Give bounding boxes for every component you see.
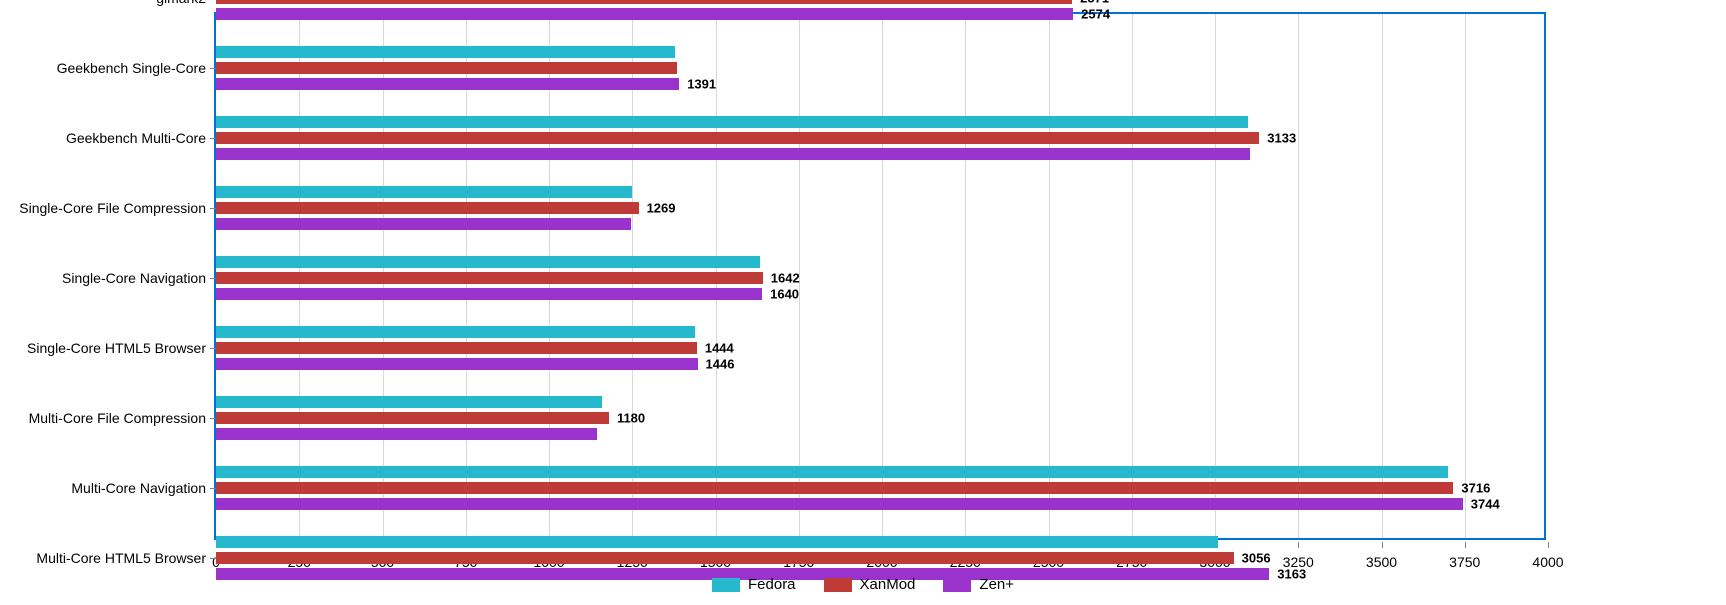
bar (216, 218, 631, 230)
x-tick (1382, 542, 1383, 548)
category-label: Geekbench Single-Core (57, 60, 216, 76)
x-tick (1465, 542, 1466, 548)
category-label: Multi-Core HTML5 Browser (36, 550, 216, 566)
benchmark-bar-chart: 0250500750100012501500175020002250250027… (0, 0, 1726, 605)
legend-label: Fedora (748, 576, 796, 593)
bar (216, 272, 763, 284)
bar-value-label: 1444 (705, 341, 734, 356)
bar-value-label: 1642 (771, 271, 800, 286)
category-label: glmark2 (156, 0, 216, 6)
bar-value-label: 3163 (1277, 567, 1306, 582)
bar (216, 62, 677, 74)
bar (216, 358, 698, 370)
bar (216, 396, 602, 408)
gridline (1132, 14, 1133, 538)
bar (216, 46, 675, 58)
legend-item: Fedora (712, 576, 796, 593)
legend-swatch (943, 578, 971, 592)
bar-value-label: 3133 (1267, 131, 1296, 146)
bar-value-label: 1180 (617, 411, 645, 426)
category-label: Single-Core Navigation (62, 270, 216, 286)
category-label: Geekbench Multi-Core (66, 130, 216, 146)
x-tick-label: 3750 (1449, 554, 1480, 570)
bar (216, 288, 762, 300)
x-tick-label: 3500 (1366, 554, 1397, 570)
gridline (965, 14, 966, 538)
bar-value-label: 3744 (1471, 497, 1500, 512)
bar-value-label: 3716 (1461, 481, 1490, 496)
bar (216, 342, 697, 354)
x-tick (1548, 542, 1549, 548)
bar (216, 256, 760, 268)
bar (216, 466, 1448, 478)
bar (216, 186, 632, 198)
bar-value-label: 1640 (770, 287, 799, 302)
bar-value-label: 3056 (1242, 551, 1271, 566)
bar (216, 482, 1453, 494)
bar-value-label: 1446 (706, 357, 735, 372)
category-label: Multi-Core File Compression (29, 410, 216, 426)
bar (216, 536, 1218, 548)
legend-swatch (824, 578, 852, 592)
legend: Fedora XanMod Zen+ (712, 576, 1014, 593)
bar (216, 148, 1250, 160)
gridline (1382, 14, 1383, 538)
gridline (1298, 14, 1299, 538)
gridline (1465, 14, 1466, 538)
legend-swatch (712, 578, 740, 592)
legend-label: XanMod (860, 576, 916, 593)
bar (216, 326, 695, 338)
bar-value-label: 2571 (1080, 0, 1109, 6)
legend-label: Zen+ (979, 576, 1014, 593)
gridline (882, 14, 883, 538)
category-label: Single-Core HTML5 Browser (27, 340, 216, 356)
bar-value-label: 1269 (647, 201, 676, 216)
bar (216, 412, 609, 424)
legend-item: Zen+ (943, 576, 1014, 593)
legend-item: XanMod (824, 576, 916, 593)
bar (216, 498, 1463, 510)
bar (216, 78, 679, 90)
bar (216, 0, 1072, 4)
gridline (1215, 14, 1216, 538)
gridline (1049, 14, 1050, 538)
category-label: Multi-Core Navigation (71, 480, 216, 496)
bar (216, 132, 1259, 144)
plot-area: 0250500750100012501500175020002250250027… (214, 12, 1546, 540)
bar-value-label: 1391 (687, 77, 716, 92)
bar (216, 552, 1234, 564)
bar (216, 202, 639, 214)
bar-value-label: 2574 (1081, 7, 1110, 22)
x-tick (1298, 542, 1299, 548)
bar (216, 8, 1073, 20)
bar (216, 116, 1248, 128)
x-tick-label: 4000 (1532, 554, 1563, 570)
bar (216, 428, 597, 440)
category-label: Single-Core File Compression (19, 200, 216, 216)
